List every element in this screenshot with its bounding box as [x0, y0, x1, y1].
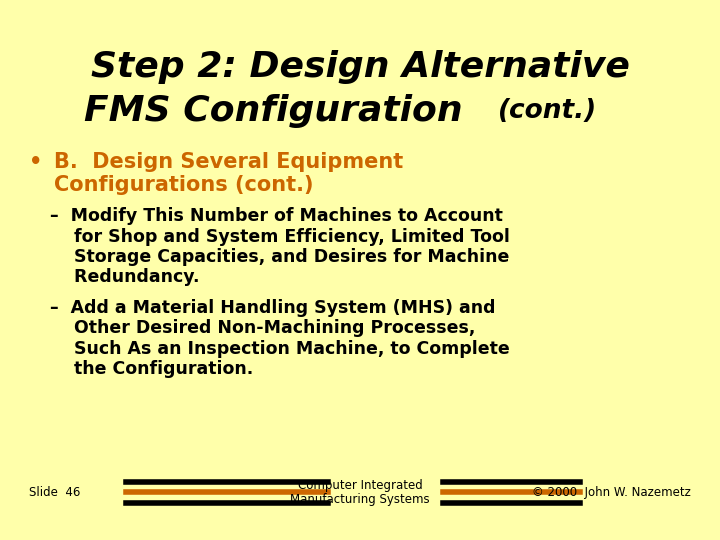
Text: for Shop and System Efficiency, Limited Tool: for Shop and System Efficiency, Limited …	[50, 227, 510, 246]
Text: –  Add a Material Handling System (MHS) and: – Add a Material Handling System (MHS) a…	[50, 299, 496, 317]
Text: Storage Capacities, and Desires for Machine: Storage Capacities, and Desires for Mach…	[50, 248, 510, 266]
Text: Step 2: Design Alternative: Step 2: Design Alternative	[91, 51, 629, 84]
Text: Computer Integrated: Computer Integrated	[297, 480, 423, 492]
Text: Slide  46: Slide 46	[29, 486, 80, 499]
Text: –  Modify This Number of Machines to Account: – Modify This Number of Machines to Acco…	[50, 207, 503, 225]
Text: © 2000  John W. Nazemetz: © 2000 John W. Nazemetz	[532, 486, 691, 499]
Text: Other Desired Non-Machining Processes,: Other Desired Non-Machining Processes,	[50, 319, 476, 338]
Text: Manufacturing Systems: Manufacturing Systems	[290, 493, 430, 506]
Text: B.  Design Several Equipment: B. Design Several Equipment	[54, 152, 403, 172]
Text: Redundancy.: Redundancy.	[50, 268, 200, 286]
Text: (cont.): (cont.)	[498, 98, 597, 124]
Text: Configurations (cont.): Configurations (cont.)	[54, 175, 313, 195]
Text: FMS Configuration: FMS Configuration	[84, 94, 463, 127]
Text: Such As an Inspection Machine, to Complete: Such As an Inspection Machine, to Comple…	[50, 340, 510, 358]
Text: the Configuration.: the Configuration.	[50, 360, 253, 378]
Text: •: •	[29, 152, 42, 172]
